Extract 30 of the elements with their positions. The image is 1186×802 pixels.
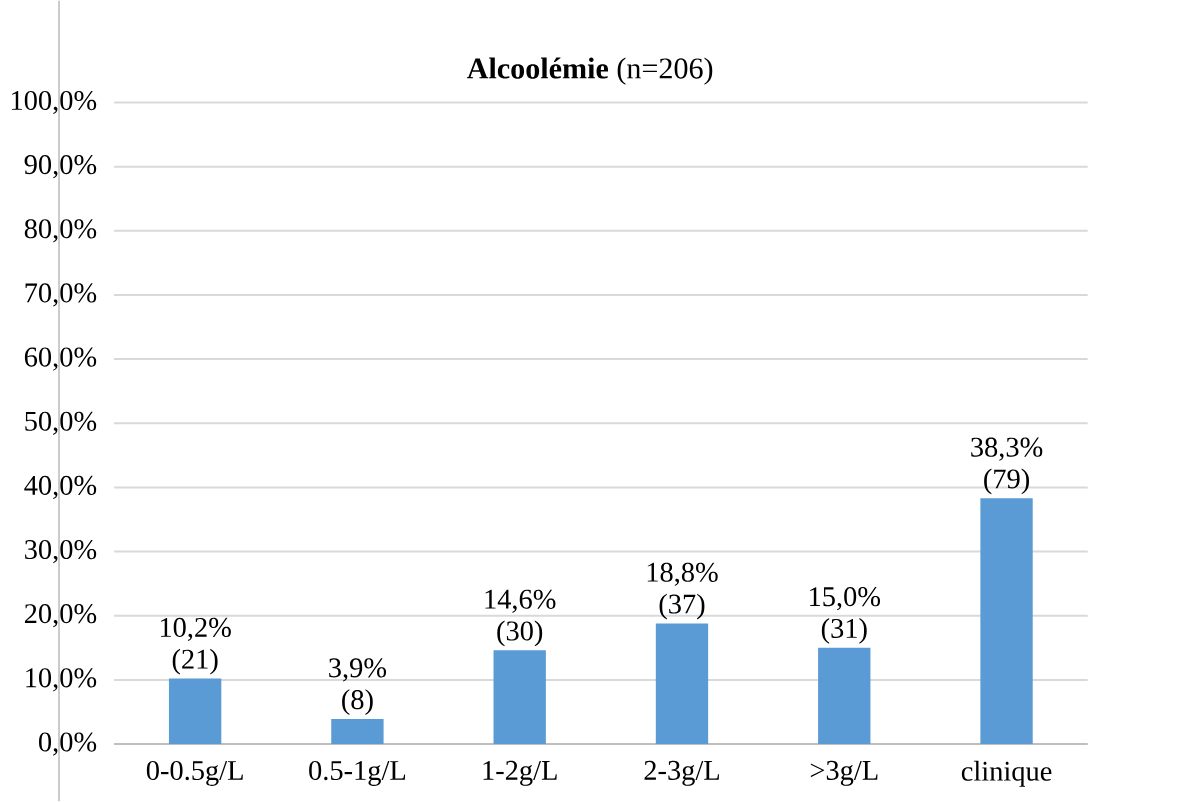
y-tick-label: 100,0% [12,90,97,115]
x-tick-label: 2-3g/L [644,760,719,786]
y-tick-label: 10,0% [26,668,97,692]
data-label: 14,6% (30) [485,589,556,647]
y-tick-label: 50,0% [25,411,97,435]
y-tick-label: 20,0% [24,604,97,628]
y-tick-label: 0,0% [39,732,97,756]
bar [331,719,384,745]
bar [980,498,1033,745]
bar [493,650,546,745]
x-tick-label: 0.5-1g/L [309,760,406,787]
data-label: 3,9% (8) [329,658,387,716]
data-label: 10,2% (21) [160,617,231,675]
data-label: 18,8% (37) [647,562,718,620]
y-tick-label: 70,0% [25,283,97,307]
y-tick-label: 80,0% [24,219,97,243]
y-tick-label: 40,0% [24,475,97,500]
chart-title: Alcoolémie (n=206) [467,57,713,85]
y-tick-label: 90,0% [24,155,97,179]
x-tick-label: 0-0.5g/L [146,760,243,787]
data-label: 15,0% (31) [810,587,881,644]
y-tick-label: 60,0% [24,347,97,371]
bar [168,678,222,745]
bar [818,647,871,745]
x-tick-label: >3g/L [810,760,878,786]
bar [655,623,709,745]
x-tick-label: clinique [961,760,1052,787]
x-tick-label: 1-2g/L [483,760,557,786]
y-tick-label: 30,0% [25,540,97,564]
data-label: 38,3% (79) [971,437,1043,495]
